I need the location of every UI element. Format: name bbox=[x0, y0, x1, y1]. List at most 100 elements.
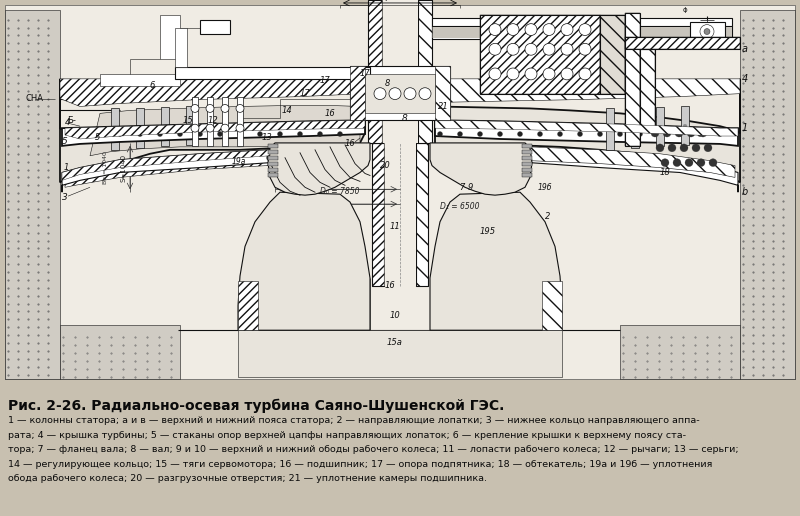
Bar bbox=[681, 106, 689, 145]
Circle shape bbox=[683, 124, 687, 128]
Polygon shape bbox=[62, 120, 365, 146]
Circle shape bbox=[561, 24, 573, 36]
Circle shape bbox=[191, 124, 199, 132]
Circle shape bbox=[510, 71, 515, 76]
Bar bbox=[620, 325, 740, 379]
Circle shape bbox=[491, 154, 498, 161]
Bar bbox=[416, 143, 428, 286]
Polygon shape bbox=[62, 150, 270, 192]
Text: 1: 1 bbox=[742, 123, 748, 133]
Polygon shape bbox=[435, 120, 738, 136]
Text: 6: 6 bbox=[150, 81, 154, 90]
Circle shape bbox=[546, 47, 551, 52]
Text: 15: 15 bbox=[182, 116, 193, 125]
Circle shape bbox=[138, 132, 142, 137]
Circle shape bbox=[286, 154, 294, 161]
Circle shape bbox=[471, 154, 478, 161]
Bar bbox=[600, 15, 625, 93]
Circle shape bbox=[561, 68, 573, 80]
Bar bbox=[656, 107, 664, 146]
Bar bbox=[368, 0, 382, 143]
Polygon shape bbox=[430, 192, 562, 330]
Circle shape bbox=[578, 132, 582, 137]
Text: 2: 2 bbox=[545, 213, 550, 221]
Bar bbox=[640, 50, 655, 128]
Polygon shape bbox=[60, 79, 365, 106]
Circle shape bbox=[582, 27, 587, 32]
Circle shape bbox=[543, 68, 555, 80]
Circle shape bbox=[188, 124, 192, 128]
Circle shape bbox=[337, 154, 343, 161]
Circle shape bbox=[709, 159, 717, 167]
Circle shape bbox=[306, 154, 314, 161]
Text: 17: 17 bbox=[300, 89, 310, 98]
Circle shape bbox=[113, 127, 117, 131]
Bar bbox=[368, 0, 382, 143]
Circle shape bbox=[582, 47, 587, 52]
Bar bbox=[432, 27, 732, 39]
Bar bbox=[522, 156, 532, 159]
Bar bbox=[268, 144, 278, 148]
Bar bbox=[418, 0, 432, 143]
Polygon shape bbox=[435, 79, 740, 103]
Circle shape bbox=[675, 129, 683, 137]
Circle shape bbox=[618, 132, 622, 137]
Circle shape bbox=[680, 144, 688, 152]
Text: 11: 11 bbox=[390, 222, 400, 231]
Circle shape bbox=[546, 71, 551, 76]
Circle shape bbox=[565, 71, 570, 76]
Circle shape bbox=[700, 25, 714, 39]
Circle shape bbox=[493, 71, 498, 76]
Circle shape bbox=[138, 126, 142, 130]
Circle shape bbox=[658, 125, 662, 129]
Bar bbox=[522, 162, 532, 166]
Bar bbox=[161, 107, 169, 146]
Circle shape bbox=[565, 47, 570, 52]
Circle shape bbox=[458, 132, 462, 137]
Circle shape bbox=[404, 88, 416, 100]
Circle shape bbox=[608, 127, 612, 131]
Circle shape bbox=[378, 92, 382, 95]
Circle shape bbox=[502, 154, 509, 161]
Text: 195: 195 bbox=[480, 227, 496, 236]
Bar bbox=[372, 143, 384, 286]
Bar bbox=[237, 96, 243, 146]
Circle shape bbox=[511, 154, 518, 161]
Circle shape bbox=[529, 47, 534, 52]
Circle shape bbox=[579, 43, 591, 55]
Text: 19а: 19а bbox=[232, 157, 246, 166]
Circle shape bbox=[236, 124, 244, 132]
Circle shape bbox=[699, 129, 707, 137]
Polygon shape bbox=[530, 150, 738, 192]
Circle shape bbox=[178, 132, 182, 137]
Bar bbox=[372, 143, 384, 286]
Text: 5: 5 bbox=[62, 137, 68, 147]
Polygon shape bbox=[268, 143, 370, 195]
Bar bbox=[522, 168, 532, 171]
Circle shape bbox=[697, 159, 705, 167]
Circle shape bbox=[357, 154, 363, 161]
Bar bbox=[238, 330, 562, 377]
Text: a: a bbox=[742, 44, 748, 54]
Text: 12: 12 bbox=[208, 116, 218, 125]
Text: 16: 16 bbox=[385, 281, 395, 291]
Circle shape bbox=[498, 132, 502, 137]
Circle shape bbox=[661, 159, 669, 167]
Text: 5: 5 bbox=[94, 134, 100, 142]
Bar bbox=[365, 74, 435, 114]
Bar bbox=[416, 143, 428, 286]
Circle shape bbox=[431, 154, 438, 161]
Circle shape bbox=[266, 154, 274, 161]
Bar bbox=[522, 144, 532, 148]
Bar bbox=[175, 67, 370, 79]
Circle shape bbox=[685, 159, 693, 167]
Polygon shape bbox=[65, 120, 365, 139]
Text: b: b bbox=[742, 187, 748, 197]
Circle shape bbox=[518, 132, 522, 137]
Circle shape bbox=[529, 71, 534, 76]
Bar bbox=[435, 66, 450, 120]
Bar bbox=[222, 96, 228, 146]
Text: 15а: 15а bbox=[387, 337, 403, 347]
Circle shape bbox=[489, 43, 501, 55]
Bar bbox=[480, 15, 600, 93]
